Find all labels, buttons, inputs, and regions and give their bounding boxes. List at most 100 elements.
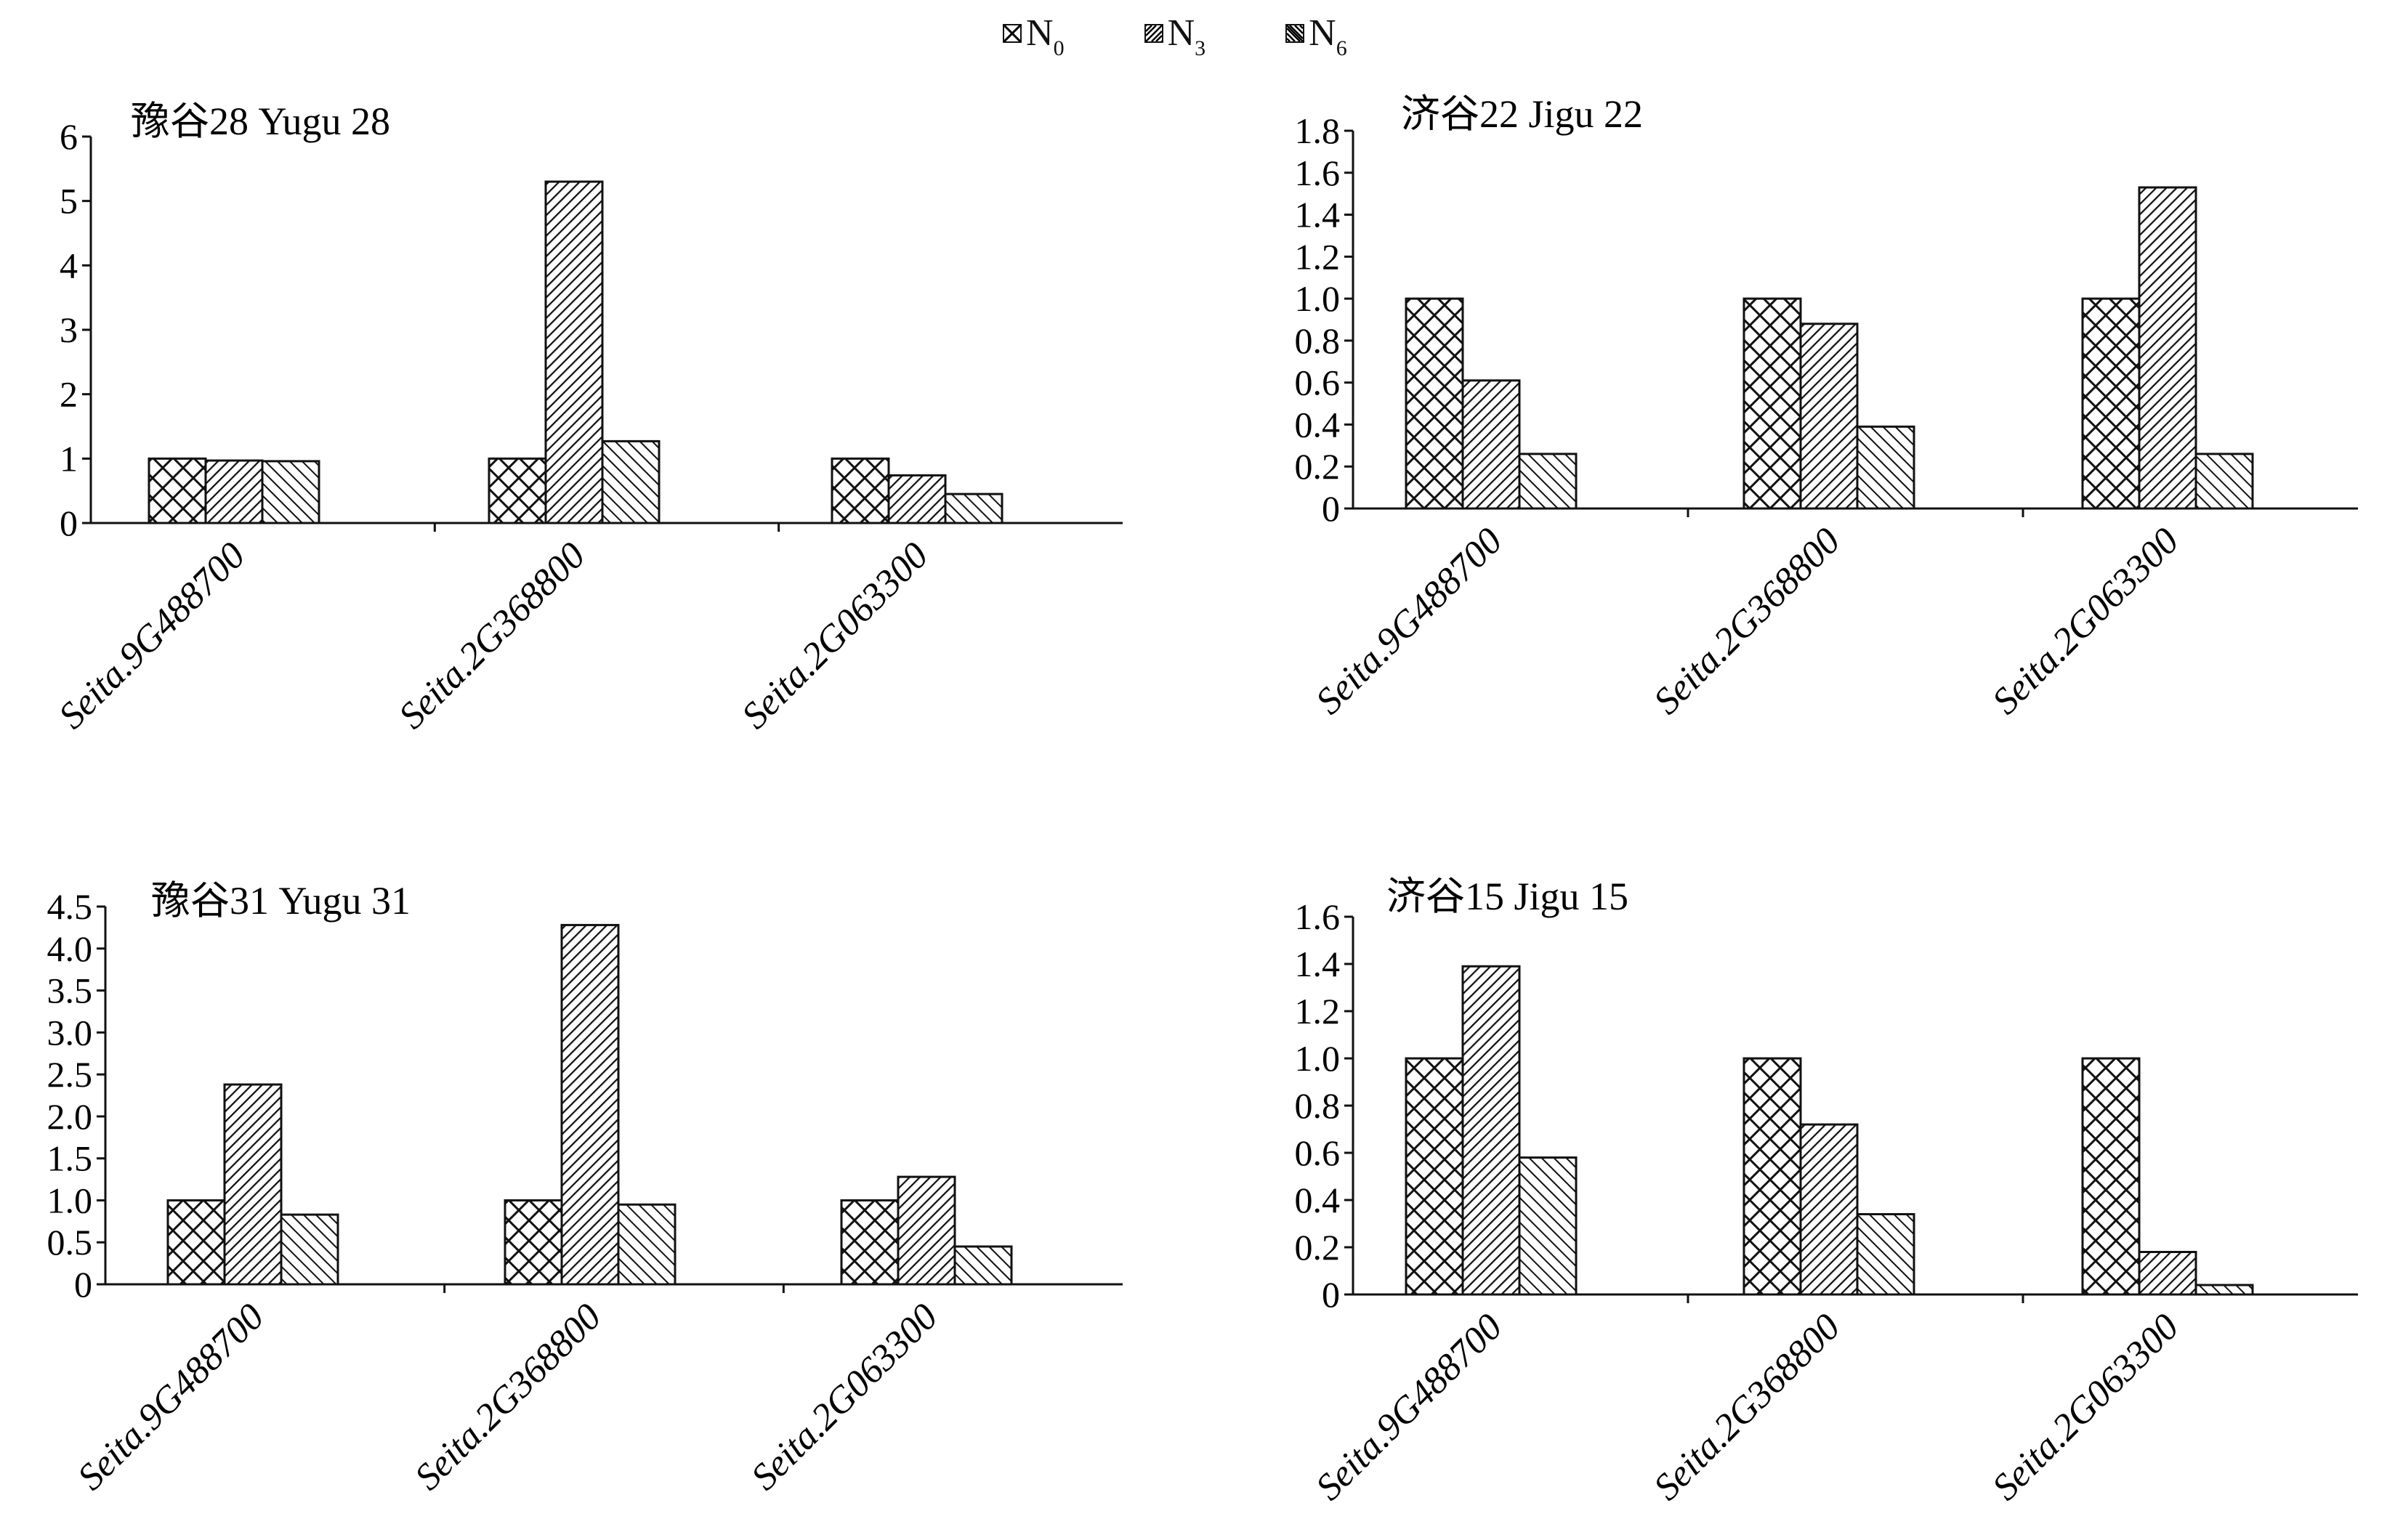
x-category-label: Seita.9G488700 [51, 535, 253, 737]
bar-n6-2 [1856, 425, 1915, 510]
y-tick-label: 1.2 [1295, 991, 1341, 1032]
chart-title: 豫谷31 Yugu 31 [151, 879, 411, 923]
legend-swatch-n3 [1144, 24, 1163, 43]
legend-swatch-n0 [1003, 24, 1022, 43]
legend-swatch-n6 [1285, 24, 1305, 43]
chart-panel-2: 济谷22 Jigu 22 00.20.40.60.81.01.21.41.61.8… [1295, 92, 2358, 722]
bar-n0-1 [166, 1199, 226, 1286]
x-category-label: Seita.9G488700 [1308, 520, 1510, 722]
y-tick-label: 1.4 [1295, 944, 1341, 984]
bar-n3-3 [887, 474, 947, 524]
y-tick-label: 1 [60, 438, 78, 479]
legend-label-n3: N3 [1167, 12, 1206, 60]
y-tick-label: 1.4 [1295, 195, 1341, 235]
x-category-label: Seita.2G063300 [734, 535, 936, 737]
x-category-label: Seita.2G063300 [743, 1296, 945, 1498]
y-tick-label: 2.5 [47, 1054, 93, 1095]
y-tick-label: 4.0 [47, 928, 93, 969]
y-tick-label: 3 [60, 309, 78, 350]
bar-n6-1 [280, 1213, 339, 1286]
y-tick-label: 1.2 [1295, 236, 1341, 277]
y-tick-label: 0.5 [47, 1222, 93, 1263]
y-tick-label: 0.6 [1295, 1132, 1341, 1173]
y-tick-label: 1.6 [1295, 153, 1341, 193]
bar-n0-2 [504, 1199, 563, 1286]
bar-n6-2 [617, 1203, 677, 1286]
bar-n0-3 [831, 457, 890, 524]
y-tick-label: 1.5 [47, 1138, 93, 1179]
x-category-label: Seita.2G368800 [1646, 520, 1848, 722]
y-tick-label: 0 [74, 1264, 92, 1305]
y-tick-label: 0.6 [1295, 362, 1341, 403]
x-category-label: Seita.2G063300 [1984, 1306, 2186, 1508]
y-tick-label: 1.0 [1295, 1038, 1341, 1079]
bar-n3-1 [204, 459, 264, 524]
bar-n3-1 [1461, 965, 1521, 1296]
chart-panel-4: 济谷15 Jigu 15 0 0.2 0.4 0.6 0.8 1.0 1.2 1.4 1.6 Sei… [1295, 875, 2358, 1508]
bar-n3-3 [2138, 1251, 2197, 1296]
bar-n3-1 [1461, 379, 1521, 510]
bar-n0-3 [2081, 1057, 2141, 1296]
y-tick-label: 0.4 [1295, 404, 1341, 445]
bar-n6-3 [953, 1245, 1013, 1286]
y-tick-label: 3.5 [47, 970, 93, 1011]
x-category-label: Seita.2G368800 [1646, 1306, 1848, 1508]
chart-panels: 豫谷28 Yugu 28 0 1 2 3 4 5 6 Seita.9G488700 Seita.2… [47, 92, 2358, 1508]
legend-item-n6: N6 [1285, 12, 1347, 60]
y-tick-label: 6 [60, 116, 78, 157]
bar-n0-1 [148, 457, 207, 524]
y-tick-label: 2.0 [47, 1096, 93, 1137]
bar-n0-2 [488, 457, 547, 524]
x-category-label: Seita.2G368800 [407, 1296, 609, 1498]
y-tick-label: 0.2 [1295, 446, 1341, 487]
y-tick-label: 1.6 [1295, 896, 1341, 937]
bar-n3-1 [223, 1083, 283, 1286]
y-tick-label: 0.8 [1295, 320, 1341, 361]
bar-n0-2 [1742, 1057, 1802, 1296]
chart-panel-1: 豫谷28 Yugu 28 0 1 2 3 4 5 6 Seita.9G488700 Seita.2… [51, 100, 1123, 737]
chart-title: 济谷15 Jigu 15 [1386, 875, 1628, 918]
chart-panel-3: 豫谷31 Yugu 31 00.51.01.52.02.53.03.54.04.5… [47, 879, 1123, 1498]
bar-n6-1 [1518, 1156, 1578, 1296]
x-category-label: Seita.2G368800 [391, 535, 593, 737]
legend-item-n3: N3 [1144, 12, 1206, 60]
bar-n0-3 [840, 1199, 900, 1286]
x-category-label: Seita.9G488700 [1308, 1306, 1510, 1508]
bar-n0-2 [1742, 297, 1802, 510]
y-tick-label: 0 [1322, 488, 1340, 529]
bar-n0-1 [1405, 1057, 1464, 1296]
x-category-label: Seita.9G488700 [70, 1296, 272, 1498]
x-category-label: Seita.2G063300 [1984, 520, 2186, 722]
y-tick-label: 0.4 [1295, 1180, 1341, 1220]
y-tick-label: 2 [60, 374, 78, 415]
bar-n6-2 [1856, 1213, 1915, 1296]
y-tick-label: 4.5 [47, 886, 93, 927]
bar-n6-1 [261, 460, 320, 524]
bar-n3-3 [2138, 186, 2197, 510]
legend-item-n0: N0 [1003, 12, 1065, 60]
y-tick-label: 0 [1322, 1274, 1340, 1315]
y-tick-label: 1.0 [1295, 278, 1341, 319]
bar-n0-1 [1405, 297, 1464, 510]
legend: N0 N3 N6 [1003, 4, 1427, 62]
bar-n3-2 [1799, 323, 1859, 510]
y-tick-label: 1.0 [47, 1180, 93, 1220]
y-tick-label: 1.8 [1295, 110, 1341, 151]
y-tick-label: 0.2 [1295, 1227, 1341, 1268]
y-tick-label: 4 [60, 245, 78, 285]
bar-n6-3 [944, 493, 1003, 524]
y-tick-label: 0 [60, 503, 78, 543]
chart-title: 济谷22 Jigu 22 [1401, 92, 1643, 136]
bar-n3-2 [560, 923, 620, 1286]
chart-title: 豫谷28 Yugu 28 [131, 100, 390, 143]
bar-n3-3 [897, 1175, 956, 1286]
bar-n6-2 [601, 439, 661, 524]
bar-n3-2 [544, 180, 604, 524]
legend-label-n6: N6 [1309, 12, 1347, 60]
y-tick-label: 3.0 [47, 1012, 93, 1053]
bar-n6-1 [1518, 453, 1578, 510]
bar-n6-3 [2194, 1284, 2254, 1296]
legend-label-n0: N0 [1026, 12, 1065, 60]
bar-n6-3 [2194, 453, 2254, 510]
